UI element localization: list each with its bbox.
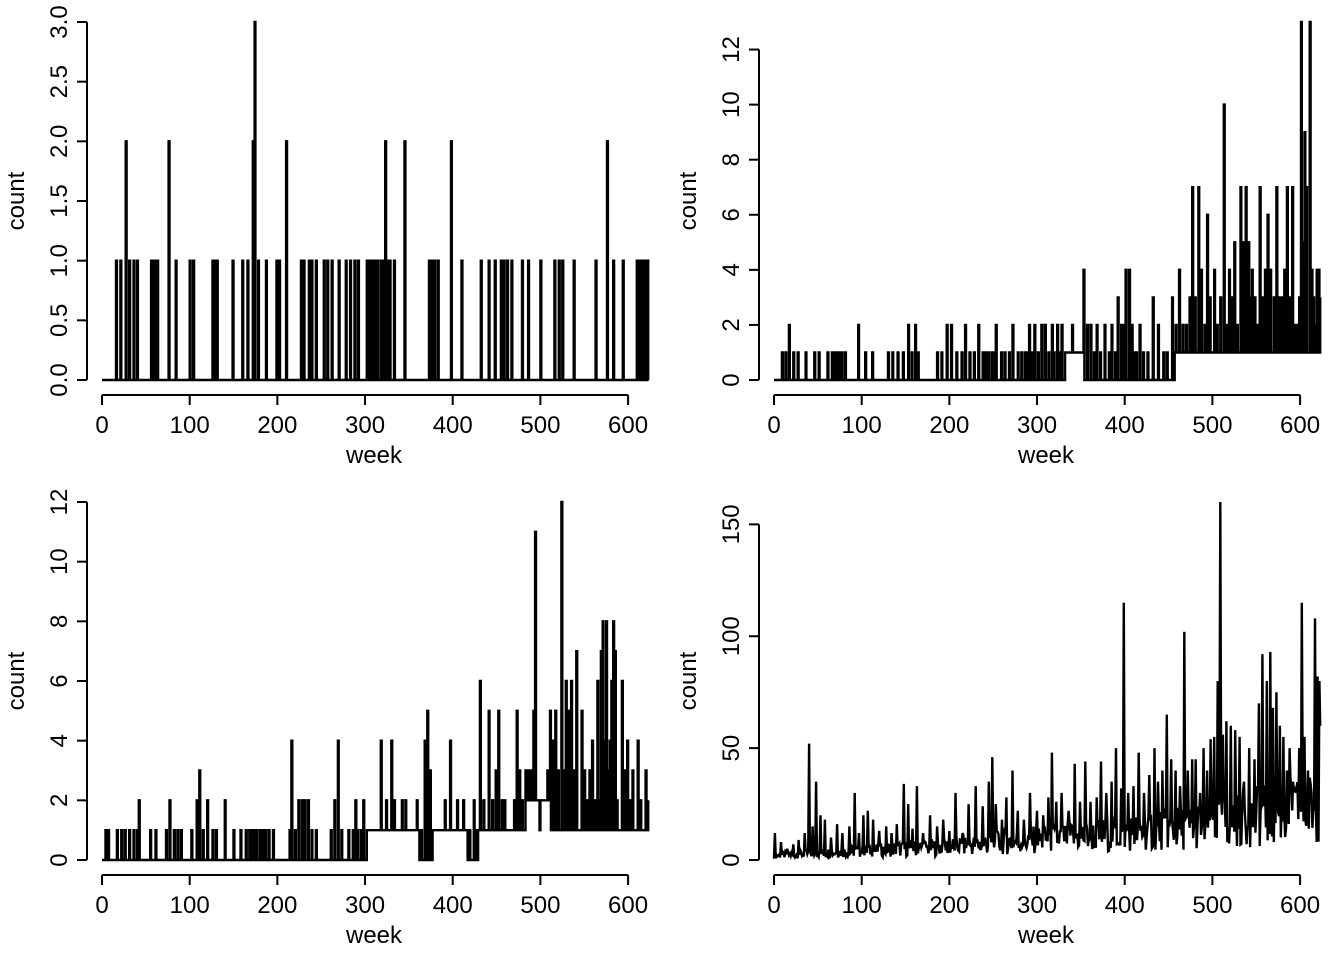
panel-top-right: 0 100 200 300 400 500 600 week 0 2 4 6 8 10 12 count (675, 20, 1322, 469)
x-tick-label: 300 (345, 412, 385, 439)
x-tick-label: 0 (95, 892, 108, 919)
y-tick-label: 10 (718, 91, 745, 118)
x-tick-label: 0 (95, 412, 108, 439)
y-tick-label: 0 (718, 853, 745, 866)
x-tick-label: 200 (929, 892, 969, 919)
x-tick-label: 500 (520, 412, 560, 439)
y-axis-title: count (3, 651, 30, 710)
y-axis-title: count (3, 171, 30, 230)
y-axis-title: count (675, 171, 702, 230)
y-tick-label: 3.0 (46, 5, 73, 38)
x-tick-label: 300 (345, 892, 385, 919)
x-tick-label: 400 (433, 412, 473, 439)
y-tick-label: 10 (46, 548, 73, 575)
y-tick-label: 2 (46, 794, 73, 807)
series-line (772, 501, 1322, 861)
y-tick-label: 2 (718, 318, 745, 331)
y-tick-label: 8 (46, 615, 73, 628)
y-tick-label: 0.5 (46, 304, 73, 337)
x-tick-label: 500 (1192, 412, 1232, 439)
panel-top-left: 0 100 200 300 400 500 600 week 0.0 0.5 1.0 1.5 2.0 2.… (3, 5, 650, 469)
y-tick-label: 6 (718, 208, 745, 221)
panel-bottom-right: 0 100 200 300 400 500 600 week 0 50 100 150 count (675, 501, 1322, 949)
y-tick-label: 50 (718, 735, 745, 762)
panel-bottom-left: 0 100 200 300 400 500 600 week 0 2 4 6 8 10 12 count (3, 489, 650, 949)
x-tick-label: 0 (767, 412, 780, 439)
y-tick-label: 0 (718, 373, 745, 386)
y-tick-label: 2.5 (46, 65, 73, 98)
y-tick-label: 2.0 (46, 125, 73, 158)
x-tick-label: 100 (170, 892, 210, 919)
y-tick-label: 0 (46, 853, 73, 866)
y-tick-label: 0.0 (46, 363, 73, 396)
x-tick-label: 300 (1017, 892, 1057, 919)
series-line (102, 500, 650, 862)
x-axis-title: week (345, 922, 403, 949)
y-tick-label: 4 (718, 263, 745, 276)
y-tick-label: 1.0 (46, 244, 73, 277)
x-tick-label: 400 (433, 892, 473, 919)
x-tick-label: 400 (1105, 892, 1145, 919)
x-tick-label: 600 (1280, 892, 1320, 919)
x-tick-label: 200 (929, 412, 969, 439)
x-axis-title: week (1017, 922, 1075, 949)
x-tick-label: 600 (608, 892, 648, 919)
x-axis-title: week (1017, 442, 1075, 469)
x-tick-label: 200 (257, 892, 297, 919)
y-tick-label: 12 (46, 489, 73, 516)
y-tick-label: 150 (718, 504, 745, 544)
x-tick-label: 200 (257, 412, 297, 439)
x-tick-label: 300 (1017, 412, 1057, 439)
y-axis-title: count (675, 651, 702, 710)
x-tick-label: 400 (1105, 412, 1145, 439)
x-tick-label: 100 (170, 412, 210, 439)
y-tick-label: 100 (718, 616, 745, 656)
series-line (774, 20, 1322, 382)
y-tick-label: 6 (46, 674, 73, 687)
x-tick-label: 0 (767, 892, 780, 919)
y-tick-label: 12 (718, 36, 745, 63)
x-tick-label: 500 (1192, 892, 1232, 919)
y-tick-label: 4 (46, 734, 73, 747)
x-tick-label: 500 (520, 892, 560, 919)
x-tick-label: 600 (1280, 412, 1320, 439)
x-tick-label: 100 (842, 412, 882, 439)
y-tick-label: 1.5 (46, 184, 73, 217)
x-tick-label: 100 (842, 892, 882, 919)
series-line (102, 20, 650, 382)
y-tick-label: 8 (718, 153, 745, 166)
x-tick-label: 600 (608, 412, 648, 439)
x-axis-title: week (345, 442, 403, 469)
